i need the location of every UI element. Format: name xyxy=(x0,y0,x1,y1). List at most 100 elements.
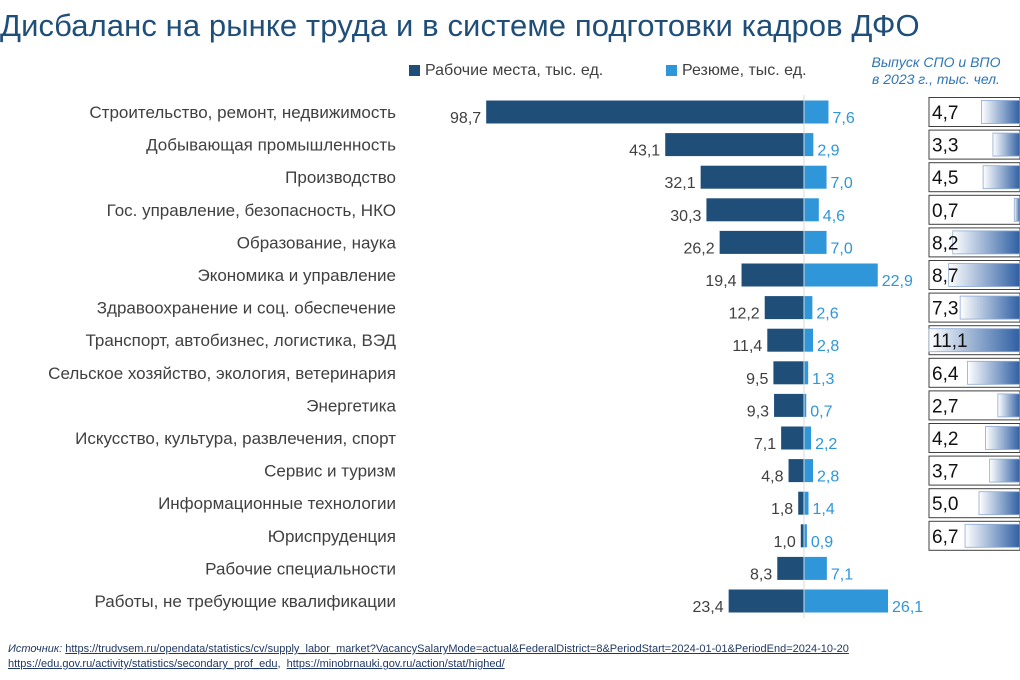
category-label: Сельское хозяйство, экология, ветеринари… xyxy=(48,364,396,383)
legend-jobs-swatch xyxy=(409,65,420,76)
graduates-bar xyxy=(928,328,1020,353)
graduates-bar xyxy=(967,360,1020,385)
graduates-bar xyxy=(985,426,1020,450)
source-link-trudvsem[interactable]: https://trudvsem.ru/opendata/statistics/… xyxy=(65,643,849,655)
jobs-bar xyxy=(798,491,804,515)
category-label: Сервис и туризм xyxy=(264,462,396,481)
category-label: Работы, не требующие квалификации xyxy=(95,592,396,611)
jobs-bar xyxy=(706,198,804,222)
legend-resumes-swatch xyxy=(666,65,677,76)
resume-value-label: 22,9 xyxy=(882,273,913,290)
resume-value-label: 7,0 xyxy=(831,175,853,192)
graduates-value-label: 5,0 xyxy=(932,494,958,515)
category-label: Добывающая промышленность xyxy=(146,136,396,155)
chart-title: Дисбаланс на рынке труда и в системе под… xyxy=(0,8,920,43)
source-separator: , xyxy=(277,658,287,670)
graduates-bar xyxy=(982,165,1020,190)
graduates-value-label: 7,3 xyxy=(932,299,958,320)
graduates-bar xyxy=(959,295,1020,320)
resume-bar xyxy=(804,426,812,450)
graduates-bar xyxy=(952,230,1020,255)
jobs-bar xyxy=(728,589,804,613)
source-link-minobrnauki[interactable]: https://minobrnauki.gov.ru/action/stat/h… xyxy=(286,658,505,670)
resume-bar xyxy=(804,328,814,352)
graduates-legend-line2: в 2023 г., тыс. чел. xyxy=(872,71,1000,87)
graduates-value-label: 8,7 xyxy=(932,266,958,287)
graduates-bar xyxy=(997,393,1020,418)
graduates-bar xyxy=(964,523,1020,548)
source-line-1: Источник: https://trudvsem.ru/opendata/s… xyxy=(8,642,849,657)
resume-value-label: 1,3 xyxy=(812,371,834,388)
resume-value-label: 0,9 xyxy=(811,534,833,551)
jobs-bar xyxy=(800,524,804,548)
graduates-value-label: 11,1 xyxy=(932,331,968,352)
graduates-value-label: 3,3 xyxy=(932,136,958,157)
resume-value-label: 7,6 xyxy=(832,110,854,127)
graduates-bar xyxy=(978,491,1020,516)
jobs-bar xyxy=(719,230,804,254)
category-label: Здравоохранение и соц. обеспечение xyxy=(97,299,396,318)
resume-bar xyxy=(804,133,814,157)
jobs-bar xyxy=(486,100,804,124)
graduates-bar xyxy=(948,263,1020,287)
resume-value-label: 2,6 xyxy=(816,306,838,323)
category-label: Гос. управление, безопасность, НКО xyxy=(107,201,396,220)
graduates-value-label: 4,2 xyxy=(932,429,958,450)
jobs-value-label: 1,0 xyxy=(774,534,796,551)
source-note: Источник: https://trudvsem.ru/opendata/s… xyxy=(8,642,849,672)
jobs-value-label: 30,3 xyxy=(670,208,701,225)
graduates-bar xyxy=(1013,197,1020,222)
graduates-value-label: 4,5 xyxy=(932,168,958,189)
graduates-value-label: 3,7 xyxy=(932,462,958,483)
jobs-bar xyxy=(767,328,804,352)
graduates-boxes: 4,7 3,3 4,5 0,7 8,2 8,7 7,3 11,1 6,4 2,7 4,2 3,7 5,0… xyxy=(928,97,1020,551)
graduates-legend-line1: Выпуск СПО и ВПО xyxy=(871,54,1001,70)
graduates-value-label: 0,7 xyxy=(932,201,958,222)
resume-bar xyxy=(804,524,807,548)
resume-bar xyxy=(804,459,814,483)
jobs-value-label: 26,2 xyxy=(683,240,714,257)
resume-value-label: 0,7 xyxy=(810,403,832,420)
graduates-bar xyxy=(989,458,1020,483)
category-label: Энергетика xyxy=(306,396,396,415)
resume-bar xyxy=(804,198,819,222)
resume-value-label: 2,2 xyxy=(815,436,837,453)
graduates-box xyxy=(928,194,1020,225)
source-line-2: https://edu.gov.ru/activity/statistics/s… xyxy=(8,657,849,672)
category-label: Информационные технологии xyxy=(158,494,396,513)
resume-bar xyxy=(804,296,813,320)
source-link-edu[interactable]: https://edu.gov.ru/activity/statistics/s… xyxy=(8,658,278,670)
resume-bar xyxy=(804,361,809,385)
legend-resumes: Резюме, тыс. ед. xyxy=(666,62,807,80)
jobs-value-label: 32,1 xyxy=(664,175,695,192)
category-label: Искусство, культура, развлечения, спорт xyxy=(75,429,396,448)
resume-bar xyxy=(804,393,807,417)
jobs-bar xyxy=(788,459,804,483)
jobs-bar xyxy=(774,393,804,417)
jobs-bars: 98,7 43,132,1 30,3 26,2 19,4 12,2 11,4 9,5 9,3 7,… xyxy=(450,100,804,616)
source-label: Источник: xyxy=(8,643,63,655)
graduates-bar xyxy=(992,132,1020,157)
legend-resumes-label: Резюме, тыс. ед. xyxy=(682,62,807,79)
resume-value-label: 26,1 xyxy=(892,599,923,616)
jobs-value-label: 23,4 xyxy=(693,599,724,616)
jobs-bar xyxy=(700,165,804,189)
labor-market-chart: Строительство, ремонт, недвижимость Добыв… xyxy=(48,95,1020,618)
category-label: Производство xyxy=(285,168,396,187)
resume-bar xyxy=(804,165,827,189)
category-label: Юриспруденция xyxy=(268,527,396,546)
jobs-value-label: 12,2 xyxy=(729,306,760,323)
legend-jobs-label: Рабочие места, тыс. ед. xyxy=(425,62,604,79)
jobs-value-label: 11,4 xyxy=(732,338,762,355)
jobs-bar xyxy=(665,133,804,157)
resume-bars: 7,6 2,9 7,0 4,6 7,0 22,9 2,6 2,8 1,3 0,7 2,2 2,8 1,4… xyxy=(804,100,923,616)
jobs-value-label: 43,1 xyxy=(629,143,660,160)
jobs-bar xyxy=(777,556,804,580)
category-label: Образование, наука xyxy=(237,233,397,252)
resume-bar xyxy=(804,556,827,580)
graduates-value-label: 6,7 xyxy=(932,527,958,548)
graduates-value-label: 8,2 xyxy=(932,233,958,254)
legend-jobs: Рабочие места, тыс. ед. xyxy=(409,62,603,80)
resume-value-label: 2,8 xyxy=(817,469,839,486)
resume-value-label: 7,0 xyxy=(831,240,853,257)
